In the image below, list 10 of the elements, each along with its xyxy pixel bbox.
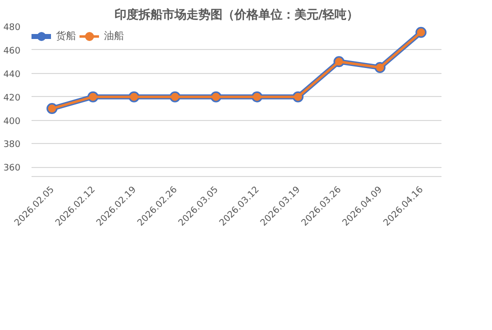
legend-label: 货船 [56,30,76,43]
legend-label: 油船 [104,30,124,43]
y-tick-label: 480 [3,23,21,33]
chart-title: 印度拆船市场走势图（价格单位：美元/轻吨） [114,8,359,22]
y-tick-label: 400 [3,116,21,127]
y-tick-label: 440 [3,70,21,80]
y-tick-label: 460 [3,46,21,56]
y-tick-label: 360 [3,164,21,174]
y-tick-label: 380 [3,140,21,150]
y-tick-label: 420 [3,93,21,104]
